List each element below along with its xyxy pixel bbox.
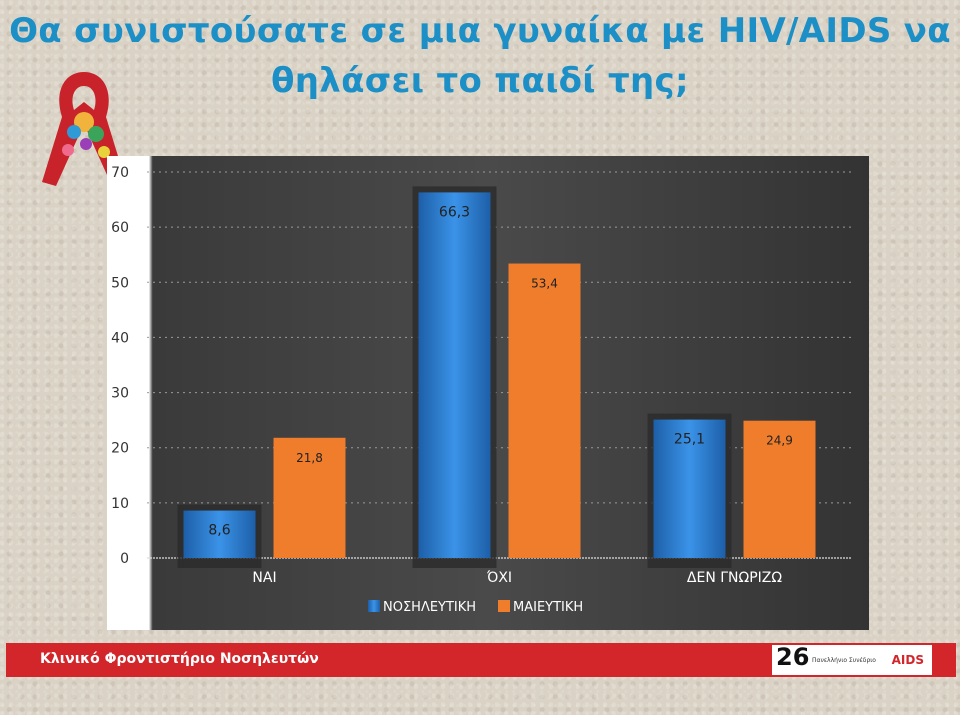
legend-swatch	[498, 600, 510, 612]
data-label: 53,4	[531, 277, 558, 291]
page-title: Θα συνιστούσατε σε μια γυναίκα με HIV/AI…	[9, 11, 951, 101]
bar-nosileftiki	[183, 510, 256, 558]
legend-label: ΝΟΣΗΛΕΥΤΙΚΗ	[383, 600, 476, 615]
data-label: 66,3	[439, 204, 470, 220]
logo-subtitle: Πανελλήνιο Συνέδριο	[812, 657, 876, 664]
y-tick-label: 10	[111, 496, 129, 512]
legend-label: ΜΑΙΕΥΤΙΚΗ	[513, 600, 583, 615]
y-tick-label: 70	[111, 165, 129, 181]
bar-maieftiki	[273, 437, 346, 558]
legend-swatch	[368, 600, 380, 612]
footer-clinic-text: Κλινικό Φροντιστήριο Νοσηλευτών	[40, 651, 319, 667]
x-category-label: ΝΑΙ	[252, 570, 276, 586]
conference-logo: 26 Πανελλήνιο Συνέδριο AIDS	[772, 643, 932, 675]
footer-bar: Κλινικό Φροντιστήριο Νοσηλευτών 26 Πανελ…	[6, 643, 956, 677]
bar-chart-svg: 0 10 20 30 40 50 60 70 8,6 21,8 ΝΑΙ 66,3 53,4 ΌΧΙ 25,1…	[107, 156, 869, 630]
y-tick-label: 40	[111, 330, 129, 346]
bar-nosileftiki	[418, 192, 491, 558]
bar-maieftiki	[508, 263, 581, 558]
logo-aids: AIDS	[891, 653, 924, 667]
x-category-label: ΌΧΙ	[486, 570, 512, 586]
aids-ribbon-icon	[42, 72, 126, 186]
logo-number: 26	[776, 643, 810, 671]
data-label: 21,8	[296, 451, 323, 465]
data-label: 25,1	[674, 432, 705, 448]
data-label: 24,9	[766, 434, 793, 448]
y-tick-label: 0	[120, 551, 129, 567]
y-tick-label: 30	[111, 386, 129, 402]
y-tick-label: 60	[111, 220, 129, 236]
y-tick-label: 50	[111, 275, 129, 291]
y-tick-label: 20	[111, 441, 129, 457]
bar-nosileftiki	[653, 419, 726, 558]
bar-chart: 0 10 20 30 40 50 60 70 8,6 21,8 ΝΑΙ 66,3 53,4 ΌΧΙ 25,1…	[107, 156, 869, 630]
data-label: 8,6	[208, 523, 230, 539]
bar-maieftiki	[743, 420, 816, 558]
x-category-label: ΔΕΝ ΓΝΩΡΙΖΩ	[687, 570, 782, 586]
